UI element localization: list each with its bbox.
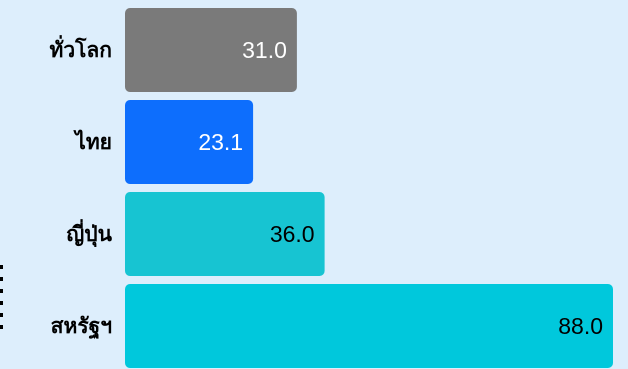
category-label-3: สหรัฐฯ [51,314,112,340]
value-label-1: 23.1 [198,129,243,155]
value-label-0: 31.0 [242,37,287,63]
value-labels-group: 31.0 23.1 36.0 88.0 [198,37,603,339]
value-label-3: 88.0 [558,313,603,339]
category-label-0: ทั่วโลก [50,34,113,62]
category-label-2: ญี่ปุ่น [66,218,112,248]
bar-2 [125,192,325,276]
left-edge-marks [0,265,3,329]
bar-3 [125,284,613,368]
bar-0 [125,8,297,92]
bar-1 [125,100,254,184]
bars-group [125,8,613,368]
value-label-2: 36.0 [270,221,315,247]
category-label-1: ไทย [73,129,112,154]
